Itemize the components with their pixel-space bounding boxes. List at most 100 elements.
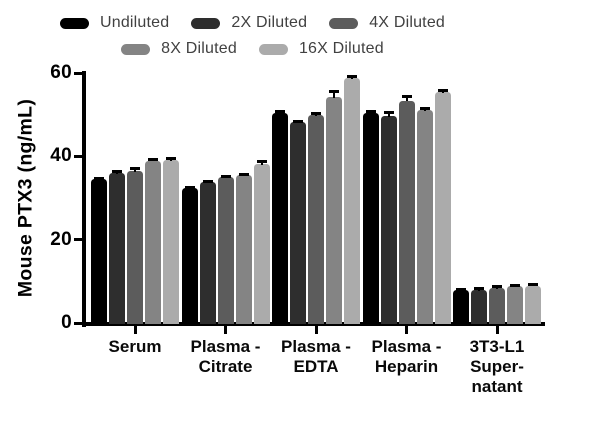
error-bar-cap [383,110,394,114]
x-axis-line [82,322,545,326]
x-category-line: Plasma - [190,337,261,356]
bar [235,175,252,324]
x-category-line: Plasma - [281,337,351,356]
bar [145,160,161,324]
bar [453,289,469,324]
error-bar-cap [293,119,303,123]
y-tick [74,321,82,325]
error-bar-stem [134,167,136,173]
x-category-label: Serum [75,337,195,357]
bar [253,163,270,324]
y-axis-title: Mouse PTX3 (ng/mL) [14,98,37,298]
legend-label: Undiluted [99,14,170,31]
legend-swatch-icon [258,43,288,55]
bar [181,187,198,324]
legend-label: 16X Diluted [298,40,384,57]
x-category-label: 3T3-L1 Super-natant [437,337,557,397]
x-category-line: Super- [470,357,524,376]
bar [217,177,234,324]
legend-swatch-icon [59,17,89,29]
error-bar-cap [238,172,249,176]
error-bar-cap [220,174,231,178]
error-bar-cap [130,166,140,170]
x-tick [133,326,137,334]
x-tick [224,326,227,334]
bar [398,100,415,324]
legend-item: Undiluted [59,14,170,32]
legend-label: 4X Diluted [369,14,446,31]
legend-label: 8X Diluted [161,40,237,57]
legend: Undiluted 2X Diluted 4X Diluted 8X Diluted 1… [0,14,505,58]
y-tick-label: 40 [50,145,72,167]
error-bar-cap [347,74,357,78]
error-bar-cap [456,287,466,291]
error-bar-cap [112,169,122,173]
bar [344,77,360,324]
bar [326,97,342,324]
error-bar-cap [94,176,104,180]
x-category-line: Plasma - [371,337,442,356]
legend-swatch-icon [329,17,359,29]
legend-row: Undiluted 2X Diluted 4X Diluted [59,14,445,32]
bar [272,112,288,324]
bar [471,289,487,324]
y-axis-line [82,71,86,327]
x-category-line: EDTA [293,357,339,376]
error-bar-cap [329,89,339,93]
x-category-label: Plasma - Citrate [166,337,286,377]
y-tick [74,71,82,75]
bar [416,109,433,324]
bar [91,179,107,324]
y-tick-label: 20 [50,228,72,250]
bar [380,115,397,324]
x-category-line: 3T3-L1 [469,337,525,356]
x-category-line: Serum [108,337,162,356]
bar [507,286,523,324]
legend-swatch-icon [121,43,151,55]
bar [362,113,379,324]
bar [199,182,216,324]
x-category-label: Plasma - EDTA [256,337,376,377]
error-bar-cap [311,112,321,115]
y-tick [74,154,82,158]
y-tick [74,238,82,242]
error-bar-stem [387,111,390,117]
bar [489,287,505,324]
y-tick-label: 60 [50,62,72,83]
legend-item: 4X Diluted [329,14,445,32]
x-tick [405,326,408,334]
error-bar-cap [202,179,213,183]
x-category-line: natant [471,377,523,396]
error-bar-cap [256,160,267,164]
error-bar-cap [437,89,448,93]
error-bar-cap [275,109,285,113]
error-bar-stem [405,95,408,102]
x-tick [314,326,318,334]
legend-item: 2X Diluted [191,14,307,32]
legend-item: 16X Diluted [258,40,384,58]
error-bar-cap [510,283,520,287]
error-bar-cap [365,109,376,113]
x-category-line: Citrate [198,357,253,376]
x-category-line: Heparin [374,357,439,376]
error-bar-cap [401,94,412,98]
error-bar-cap [474,287,484,291]
legend-item: 8X Diluted [121,40,237,58]
bar [290,121,306,324]
bar [127,171,143,324]
error-bar-cap [492,284,502,288]
error-bar-cap [419,107,430,110]
legend-row: 8X Diluted 16X Diluted [121,40,384,58]
legend-swatch-icon [191,17,221,29]
error-bar-cap [184,185,195,189]
error-bar-stem [333,90,335,99]
bar [434,91,451,324]
bar [525,285,541,324]
error-bar-cap [148,157,158,161]
y-tick-label: 0 [61,312,72,333]
x-tick [495,326,499,334]
error-bar-cap [528,282,538,286]
bar [109,173,125,324]
